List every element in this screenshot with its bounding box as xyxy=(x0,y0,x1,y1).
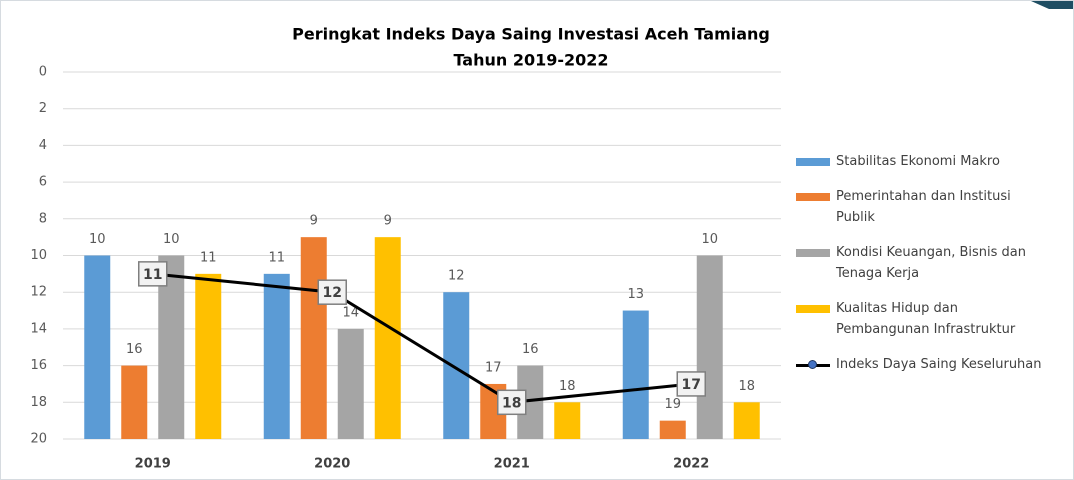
bar xyxy=(659,420,686,439)
data-label: 18 xyxy=(559,379,576,394)
x-tick-label: 2020 xyxy=(314,457,350,472)
bar xyxy=(195,273,222,439)
y-tick-label: 6 xyxy=(39,175,47,190)
bar xyxy=(733,402,760,439)
data-label: 11 xyxy=(200,250,217,265)
legend-marker xyxy=(808,360,817,369)
legend-item: Kondisi Keuangan, Bisnis dan Tenaga Kerj… xyxy=(796,242,1066,284)
point-label: 18 xyxy=(502,395,521,411)
bar xyxy=(121,365,148,439)
data-label: 10 xyxy=(89,232,106,247)
data-label: 14 xyxy=(342,305,359,320)
legend-swatch xyxy=(796,249,830,257)
x-tick-label: 2021 xyxy=(494,457,530,472)
legend-label: Kondisi Keuangan, Bisnis dan Tenaga Kerj… xyxy=(836,245,1027,281)
point-label-box xyxy=(676,371,706,397)
legend-swatch xyxy=(796,305,830,313)
legend-label: Stabilitas Ekonomi Makro xyxy=(836,154,1000,169)
data-label: 18 xyxy=(738,379,755,394)
y-tick-label: 4 xyxy=(39,138,47,153)
data-label: 16 xyxy=(126,342,143,357)
bar xyxy=(374,237,401,439)
bar xyxy=(263,273,290,439)
data-label: 17 xyxy=(485,360,502,375)
y-tick-label: 16 xyxy=(30,358,47,373)
legend-item: Indeks Daya Saing Keseluruhan xyxy=(796,354,1066,375)
point-label-box xyxy=(317,279,347,305)
legend-label: Pemerintahan dan Institusi Publik xyxy=(836,189,1011,225)
point-label-box xyxy=(138,261,168,287)
corner-decoration xyxy=(1031,1,1073,9)
data-label: 10 xyxy=(163,232,180,247)
x-tick-label: 2022 xyxy=(673,457,709,472)
y-tick-label: 20 xyxy=(30,432,47,447)
y-tick-label: 12 xyxy=(30,285,47,300)
bar xyxy=(443,292,470,439)
y-tick-label: 18 xyxy=(30,395,47,410)
y-tick-label: 8 xyxy=(39,211,47,226)
data-label: 9 xyxy=(310,214,318,229)
y-tick-label: 14 xyxy=(30,321,47,336)
legend-item: Stabilitas Ekonomi Makro xyxy=(796,151,1066,172)
bar xyxy=(84,255,111,439)
y-tick-label: 2 xyxy=(39,101,47,116)
legend-label: Kualitas Hidup dan Pembangunan Infrastru… xyxy=(836,301,1016,337)
legend-swatch xyxy=(796,360,830,369)
data-label: 13 xyxy=(627,287,644,302)
point-label: 11 xyxy=(143,267,162,283)
bar xyxy=(300,237,327,439)
point-label: 17 xyxy=(682,377,701,393)
bar xyxy=(622,310,649,439)
data-label: 11 xyxy=(268,250,285,265)
data-label: 16 xyxy=(522,342,539,357)
data-label: 10 xyxy=(701,232,718,247)
legend-item: Pemerintahan dan Institusi Publik xyxy=(796,186,1066,228)
data-label: 9 xyxy=(384,214,392,229)
x-tick-label: 2019 xyxy=(135,457,171,472)
chart-title: Peringkat Indeks Daya Saing Investasi Ac… xyxy=(292,25,770,44)
line xyxy=(152,272,692,404)
legend-label: Indeks Daya Saing Keseluruhan xyxy=(836,357,1042,372)
legend-swatch xyxy=(796,193,830,201)
y-tick-label: 0 xyxy=(39,65,47,80)
point-label-box xyxy=(497,389,527,416)
y-tick-label: 10 xyxy=(30,248,47,263)
data-label: 19 xyxy=(664,397,681,412)
data-label: 12 xyxy=(448,269,465,284)
legend-swatch xyxy=(796,158,830,166)
bar xyxy=(696,255,723,439)
bar xyxy=(554,402,581,439)
legend: Stabilitas Ekonomi Makro Pemerintahan dan… xyxy=(796,151,1066,389)
chart-title: Tahun 2019-2022 xyxy=(453,51,608,70)
legend-item: Kualitas Hidup dan Pembangunan Infrastru… xyxy=(796,298,1066,340)
bar xyxy=(337,328,364,439)
point-label: 12 xyxy=(323,285,342,301)
